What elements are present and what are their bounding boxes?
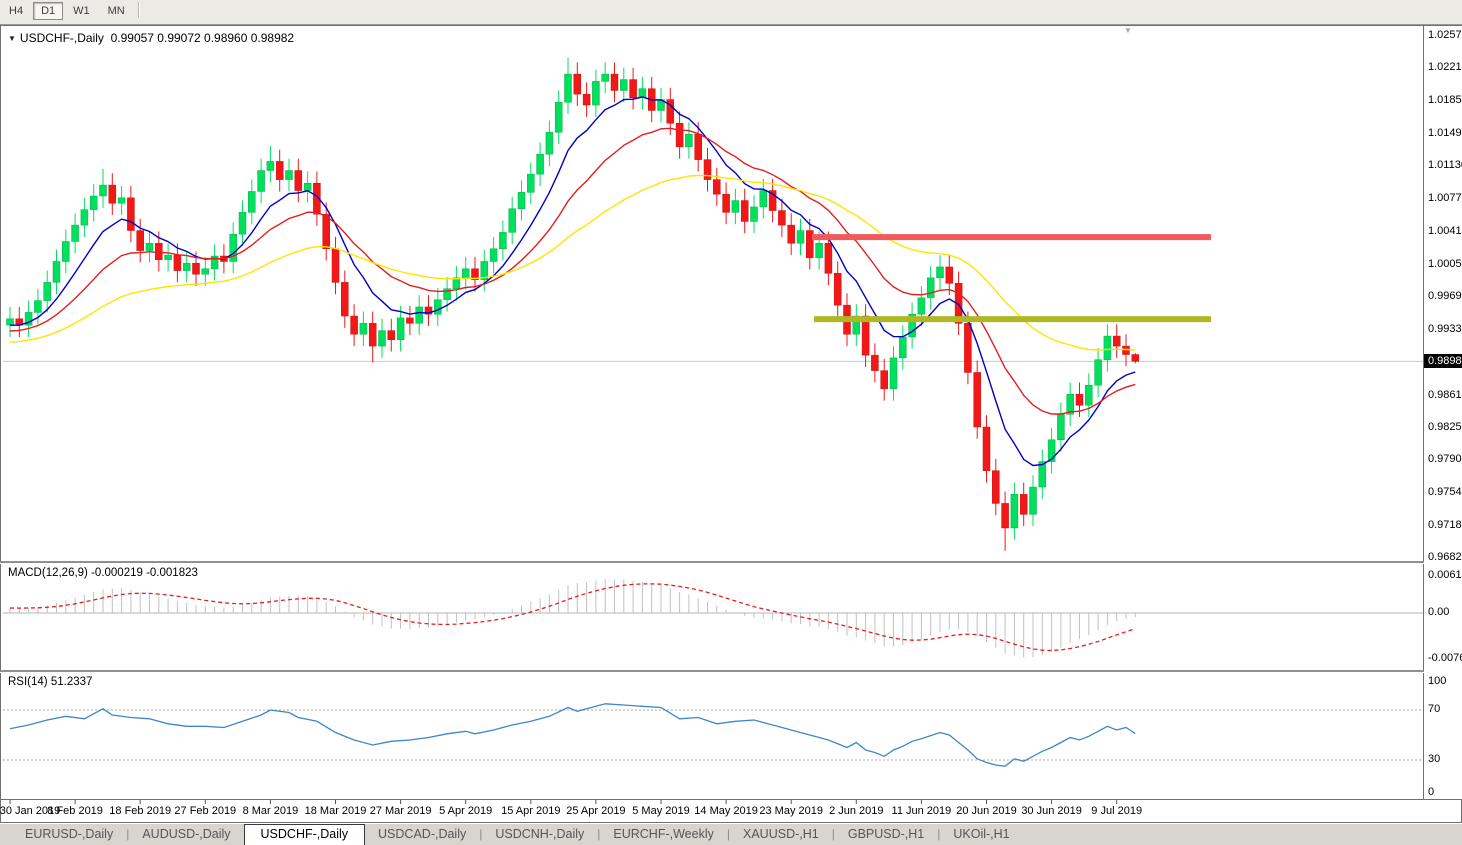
support-line: [814, 316, 1211, 323]
tab-divider: |: [479, 827, 483, 841]
timeframe-toolbar: H4 D1 W1 MN: [0, 0, 1462, 25]
date-tick-label: 25 Apr 2019: [566, 805, 626, 817]
macd-values: -0.000219 -0.001823: [91, 567, 198, 579]
price-tick-label: 1.01850: [1428, 93, 1462, 106]
price-tick-label: 1.00410: [1428, 224, 1462, 237]
price-tick-label: 1.01130: [1428, 159, 1462, 172]
date-tick-label: 5 Apr 2019: [439, 805, 493, 817]
macd-tick-label: 0.00: [1428, 606, 1450, 618]
rsi-name: RSI(14): [8, 676, 48, 688]
date-tick-label: 11 Jun 2019: [891, 805, 952, 817]
toolbar-separator: [137, 1, 140, 18]
price-axis: 1.02570 1.02210 1.01850 1.01490 1.01130 1.007…: [1424, 26, 1462, 799]
chart-tab-eurchf-weekly[interactable]: EURCHF-,Weekly: [613, 827, 714, 841]
date-tick-label: 18 Mar 2019: [304, 805, 367, 817]
rsi-label: RSI(14) 51.2337: [8, 676, 92, 688]
price-tick-label: 1.02210: [1428, 61, 1462, 74]
date-tick-label: 30 Jan 2019: [0, 805, 61, 817]
chart-tab-audusd-daily[interactable]: AUDUSD-,Daily: [142, 827, 231, 841]
macd-tick-label: 0.00613: [1428, 569, 1462, 582]
timeframe-button-h4[interactable]: H4: [9, 5, 24, 17]
chart-ohlc-values: 0.99057 0.99072 0.98960 0.98982: [110, 31, 295, 45]
rsi-tick-label: 70: [1428, 703, 1441, 715]
date-tick-label: 9 Jul 2019: [1091, 805, 1143, 817]
tab-divider: |: [126, 827, 130, 841]
date-tick-label: 5 May 2019: [632, 805, 690, 817]
chart-tab-eurusd-daily[interactable]: EURUSD-,Daily: [25, 827, 114, 841]
pane-separator-macd[interactable]: [0, 561, 1462, 564]
date-tick-label: 18 Feb 2019: [109, 805, 172, 817]
tab-divider: |: [831, 827, 835, 841]
timeframe-button-mn[interactable]: MN: [107, 5, 125, 17]
tab-divider: |: [597, 827, 601, 841]
timeframe-button-w1[interactable]: W1: [73, 5, 90, 17]
price-tick-label: 1.02570: [1428, 28, 1462, 41]
chart-tab-gbpusd-h1[interactable]: GBPUSD-,H1: [847, 827, 925, 841]
chart-tab-usdchf-daily[interactable]: USDCHF-,Daily: [243, 824, 366, 845]
resistance-line: [812, 234, 1211, 241]
date-tick-label: 30 Jun 2019: [1021, 805, 1082, 817]
macd-label: MACD(12,26,9) -0.000219 -0.001823: [8, 567, 198, 579]
price-tick-label: 1.01490: [1428, 126, 1462, 139]
rsi-value: 51.2337: [50, 676, 93, 688]
rsi-tick-label: 0: [1428, 786, 1435, 798]
chart-tab-xauusd-h1[interactable]: XAUUSD-,H1: [743, 827, 819, 841]
chart-title: ▼ USDCHF-,Daily 0.99057 0.99072 0.98960 0…: [8, 31, 294, 45]
chart-symbol-label: USDCHF-,Daily: [19, 31, 104, 45]
date-tick-label: 20 Jun 2019: [956, 805, 1017, 817]
rsi-tick-label: 100: [1428, 675, 1447, 687]
symbol-dropdown-icon[interactable]: ▼: [8, 34, 16, 43]
date-tick-label: 2 Jun 2019: [829, 805, 884, 817]
date-tick-label: 15 Apr 2019: [501, 805, 561, 817]
date-tick-label: 8 Mar 2019: [242, 805, 299, 817]
current-price-tag: 0.98982: [1424, 354, 1462, 369]
rsi-tick-label: 30: [1428, 753, 1441, 765]
chart-shift-marker-icon[interactable]: ▼: [1124, 26, 1132, 35]
chart-tab-ukoil-h1[interactable]: UKOil-,H1: [953, 827, 1010, 841]
date-tick-label: 27 Feb 2019: [174, 805, 237, 817]
price-tick-label: 1.00770: [1428, 192, 1462, 205]
chart-window: [0, 25, 1462, 845]
tab-divider: |: [726, 827, 730, 841]
pane-separator-rsi[interactable]: [0, 670, 1462, 673]
date-tick-label: 14 May 2019: [694, 805, 758, 817]
price-axis-divider: [1423, 26, 1424, 799]
chart-tab-usdcnh-daily[interactable]: USDCNH-,Daily: [495, 827, 585, 841]
date-axis-divider: [0, 799, 1462, 800]
date-tick-label: 8 Feb 2019: [47, 805, 103, 817]
chart-tabs-bar: EURUSD-,Daily | AUDUSD-,Daily USDCHF-,Daily…: [0, 823, 1462, 845]
timeframe-button-d1[interactable]: D1: [33, 2, 64, 20]
macd-name: MACD(12,26,9): [8, 567, 88, 579]
date-tick-label: 27 Mar 2019: [369, 805, 432, 817]
chart-tab-usdcad-daily[interactable]: USDCAD-,Daily: [378, 827, 467, 841]
tab-divider: |: [937, 827, 941, 841]
date-tick-label: 23 May 2019: [759, 805, 823, 817]
macd-tick-label: -0.00761: [1428, 651, 1462, 664]
